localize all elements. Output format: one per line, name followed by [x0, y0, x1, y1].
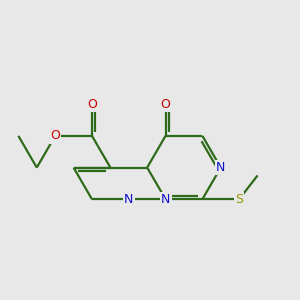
Text: O: O: [160, 98, 170, 111]
Text: N: N: [161, 193, 170, 206]
Text: S: S: [235, 193, 243, 206]
Text: O: O: [50, 129, 60, 142]
Text: N: N: [216, 161, 226, 174]
Text: N: N: [124, 193, 134, 206]
Text: O: O: [87, 98, 97, 111]
